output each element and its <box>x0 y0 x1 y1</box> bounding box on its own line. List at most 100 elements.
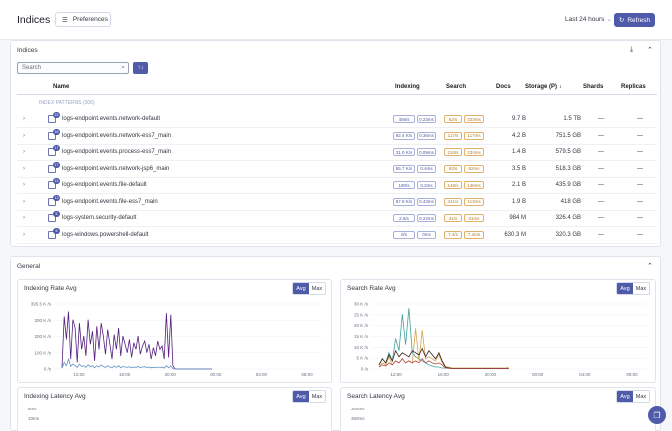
y-tick-label: 395.5 K /s <box>31 302 52 307</box>
avg-max-toggle[interactable]: Avg Max <box>292 282 326 295</box>
y-tick-label: 300ms <box>351 408 365 411</box>
y-tick-label: 10 K /s <box>354 345 369 350</box>
replicas-value: — <box>637 116 643 122</box>
search-latency-pill: 7.4ms <box>464 230 484 239</box>
preferences-button[interactable]: ☰ Preferences <box>55 12 111 27</box>
index-name-link[interactable]: logs-endpoint.events.network-default <box>62 116 161 122</box>
max-toggle[interactable]: Max <box>633 391 649 402</box>
y-tick-label: 0 /s <box>361 367 369 372</box>
chart-title: Search Rate Avg <box>347 285 396 292</box>
collapse-icon[interactable]: ⌃ <box>647 47 653 54</box>
expand-icon[interactable]: › <box>23 231 25 238</box>
series-line-3 <box>378 358 509 369</box>
max-toggle[interactable]: Max <box>309 391 325 402</box>
indexing-rate-pill: 2.5/s <box>393 214 415 222</box>
table-row[interactable]: › 5 logs-system.security-default 2.5/s 0.22m… <box>17 211 657 227</box>
table-row[interactable]: › 16 logs-endpoint.events.network-ess7_mai… <box>17 128 657 145</box>
replicas-value: — <box>637 165 643 172</box>
x-tick-label: 04:00 <box>256 372 268 377</box>
y-tick-label: 30 K /s <box>354 302 369 307</box>
table-row[interactable]: › 22 logs-endpoint.events.network-default 4… <box>17 112 657 128</box>
y-tick-label: 200 K /s <box>34 334 51 339</box>
page-title: Indices <box>17 14 51 26</box>
avg-toggle[interactable]: Avg <box>617 391 633 402</box>
expand-icon[interactable]: › <box>23 116 25 122</box>
sort-button[interactable]: ↑↓ <box>133 62 148 74</box>
index-name-link[interactable]: logs-endpoint.events.network-ess7_main <box>62 132 172 139</box>
indices-panel: Indices ⤓ ⌃ Search ⌕ ↑↓ Name Indexing Se… <box>10 40 661 247</box>
x-tick-label: 16:00 <box>119 372 131 377</box>
x-tick-label: 16:00 <box>438 372 450 377</box>
count-badge: 17 <box>53 145 60 151</box>
avg-toggle[interactable]: Avg <box>293 391 309 402</box>
refresh-button[interactable]: ↻ Refresh <box>614 13 655 27</box>
column-header-docs[interactable]: Docs <box>496 84 511 90</box>
search-latency-chart: Search Latency Avg Avg Max 360ms 300ms <box>340 387 656 431</box>
count-badge: 5 <box>53 227 60 234</box>
download-icon[interactable]: ⤓ <box>630 46 634 53</box>
count-badge: 13 <box>53 178 60 184</box>
storage-value: 320.3 GB <box>555 231 581 238</box>
table-row[interactable]: › 5 logs-windows.powershell-default 0/s 0ms 7… <box>17 227 657 244</box>
table-row[interactable]: › 17 logs-endpoint.events.network-jsp6_mai… <box>17 161 657 178</box>
storage-value: 751.5 GB <box>555 132 581 139</box>
search-latency-plot: 360ms 300ms <box>351 408 365 421</box>
expand-icon[interactable]: › <box>23 149 25 155</box>
indexing-rate-pill: 92.4 K/s <box>393 131 415 140</box>
docs-value: 3.5 B <box>511 165 526 172</box>
chart-title: Indexing Rate Avg <box>24 285 77 292</box>
column-header-indexing[interactable]: Indexing <box>395 84 420 90</box>
index-name-link[interactable]: logs-endpoint.events.process-ess7_main <box>62 149 172 155</box>
expand-icon[interactable]: › <box>23 215 25 221</box>
chart-title: Indexing Latency Avg <box>24 393 86 400</box>
avg-max-toggle[interactable]: Avg Max <box>292 390 326 403</box>
table-row[interactable]: › 13 logs-endpoint.events.file-ess7_main 87… <box>17 194 657 211</box>
table-row[interactable]: › 17 logs-endpoint.events.process-ess7_mai… <box>17 145 657 161</box>
time-range-label: Last 24 hours <box>565 16 605 23</box>
index-name-link[interactable]: logs-system.security-default <box>62 215 137 221</box>
expand-icon[interactable]: › <box>23 182 25 188</box>
indexing-rate-pill: 406/s <box>393 115 415 123</box>
column-header-shards[interactable]: Shards <box>583 84 604 90</box>
column-header-storage[interactable]: Storage (P) ↓ <box>525 84 562 90</box>
indexing-latency-pill: 0.09ms <box>417 148 436 156</box>
avg-toggle[interactable]: Avg <box>293 283 309 294</box>
indexing-rate-pill: 0/s <box>393 230 415 239</box>
series-line-0 <box>378 308 509 369</box>
search-rate-pill: 52/s <box>444 115 462 123</box>
y-tick-label: 360ms <box>351 416 365 421</box>
max-toggle[interactable]: Max <box>633 283 649 294</box>
column-header-replicas[interactable]: Replicas <box>621 84 646 90</box>
search-input[interactable]: Search ⌕ <box>17 62 129 74</box>
avg-max-toggle[interactable]: Avg Max <box>616 390 650 403</box>
index-name-link[interactable]: logs-endpoint.events.file-ess7_main <box>62 198 158 205</box>
x-tick-label: 08:00 <box>626 372 638 377</box>
avg-toggle[interactable]: Avg <box>617 283 633 294</box>
index-name-link[interactable]: logs-endpoint.events.file-default <box>62 182 147 188</box>
y-tick-label: 10ms <box>28 416 40 421</box>
help-button[interactable]: ❐ <box>648 406 666 424</box>
max-toggle[interactable]: Max <box>309 283 325 294</box>
column-header-name[interactable]: Name <box>53 84 70 90</box>
avg-max-toggle[interactable]: Avg Max <box>616 282 650 295</box>
expand-icon[interactable]: › <box>23 165 25 172</box>
y-tick-label: 15 K /s <box>354 334 369 339</box>
column-header-search[interactable]: Search <box>446 84 467 90</box>
time-range-picker[interactable]: Last 24 hours ⌄ <box>565 15 612 23</box>
search-latency-pill: 117ms <box>464 131 484 140</box>
docs-value: 4.2 B <box>511 132 526 139</box>
collapse-icon[interactable]: ⌃ <box>647 263 653 270</box>
shards-value: — <box>598 215 604 221</box>
indexing-rate-pill: 180/s <box>393 181 415 189</box>
indexing-latency-pill: 0.4ms <box>417 164 436 173</box>
shards-value: — <box>598 149 604 155</box>
index-name-link[interactable]: logs-endpoint.events.network-jsp6_main <box>62 165 170 172</box>
expand-icon[interactable]: › <box>23 198 25 205</box>
index-name-link[interactable]: logs-windows.powershell-default <box>62 231 149 238</box>
table-row[interactable]: › 13 logs-endpoint.events.file-default 180/… <box>17 178 657 194</box>
storage-value: 1.5 TB <box>563 116 581 122</box>
indexing-rate-pill: 87.9 K/s <box>393 197 415 206</box>
storage-value: 435.9 GB <box>555 182 581 188</box>
expand-icon[interactable]: › <box>23 132 25 139</box>
shards-value: — <box>598 198 604 205</box>
